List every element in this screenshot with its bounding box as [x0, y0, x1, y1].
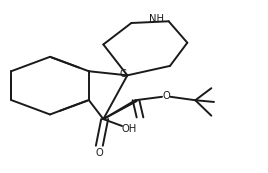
Text: OH: OH [121, 124, 136, 134]
Text: O: O [162, 91, 170, 101]
Text: C: C [119, 69, 126, 79]
Text: O: O [95, 148, 103, 158]
Text: NH: NH [149, 14, 164, 24]
